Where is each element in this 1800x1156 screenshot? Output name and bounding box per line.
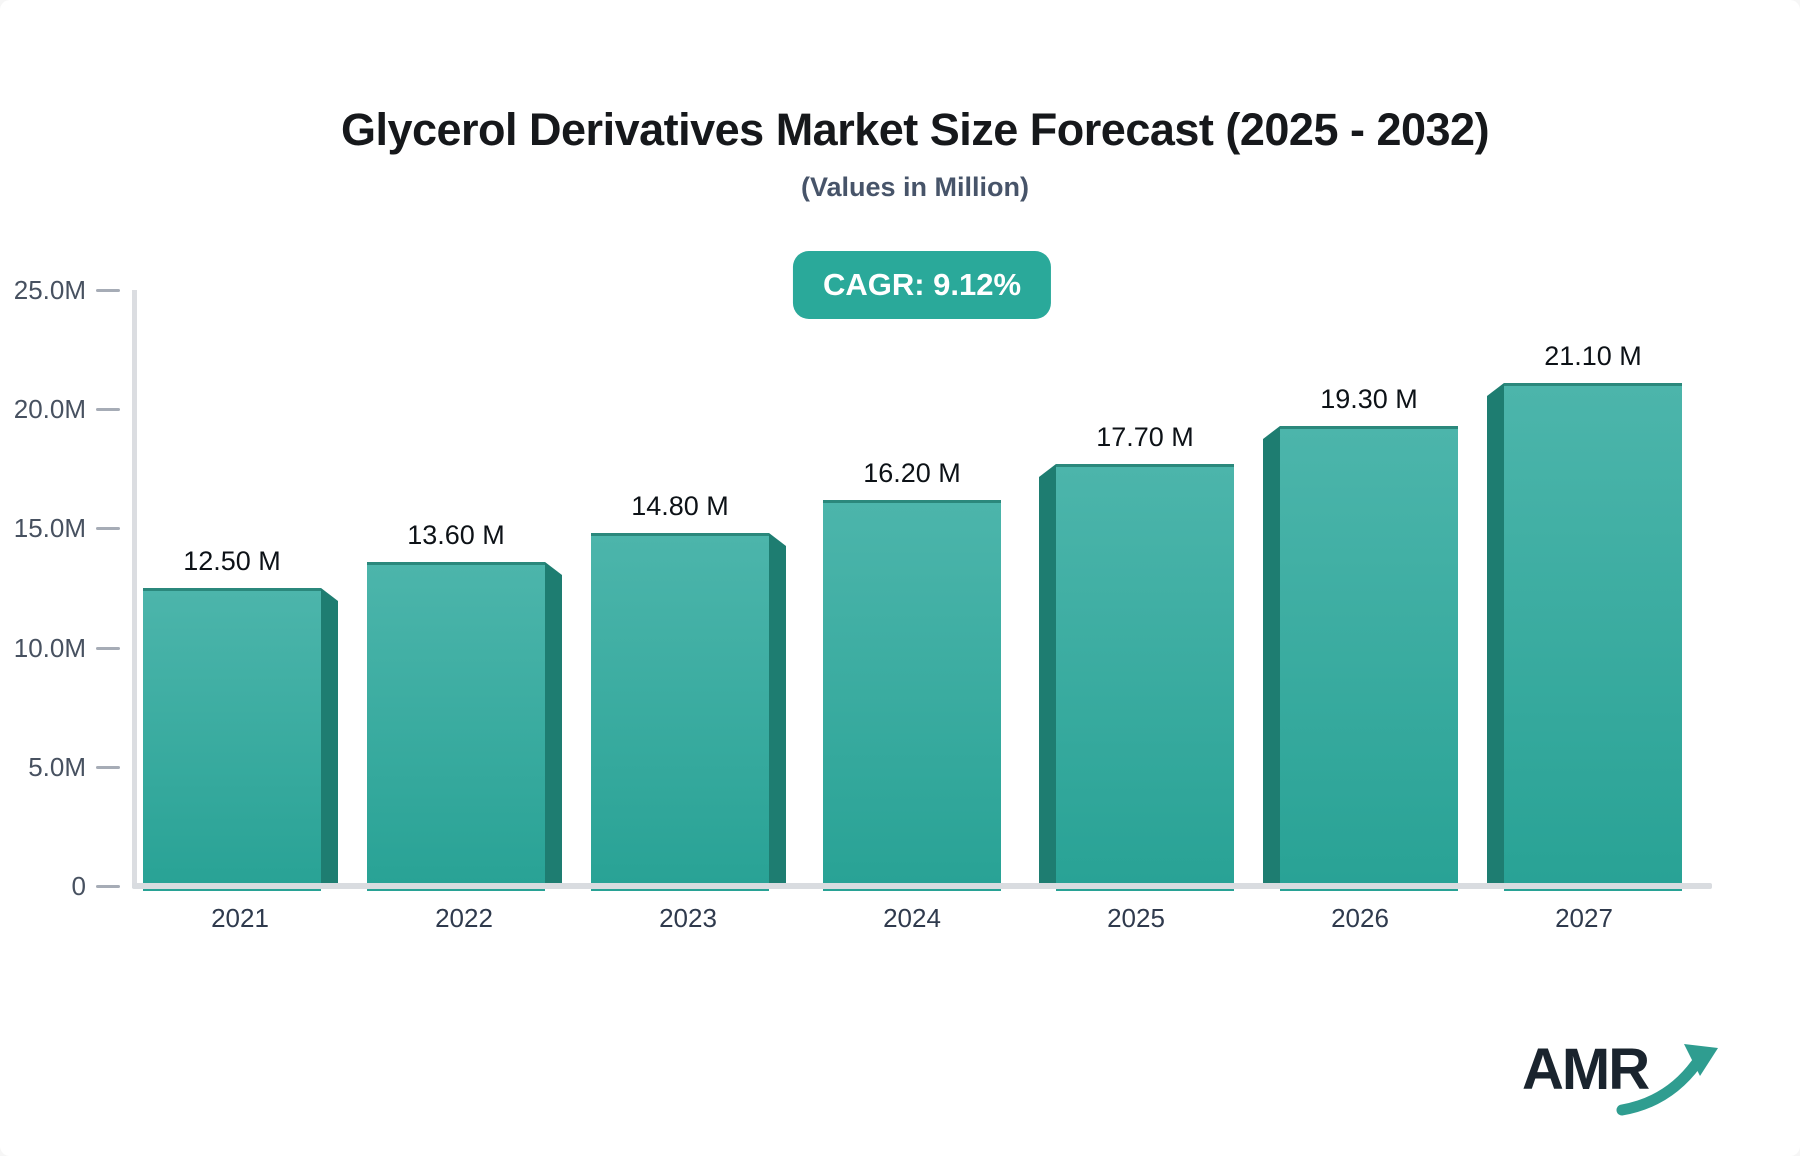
growth-arrow-icon <box>1616 1044 1718 1116</box>
y-tick-dash <box>96 289 120 292</box>
amr-logo-text: AMR <box>1522 1037 1650 1102</box>
bar-2025 <box>1056 464 1234 891</box>
bar-2023 <box>591 533 769 891</box>
x-axis-label: 2025 <box>1107 903 1165 933</box>
bar-2022 <box>367 562 545 891</box>
x-axis-label: 2024 <box>883 903 941 933</box>
bar-value-label: 16.20 M <box>863 458 961 488</box>
y-tick-dash <box>96 408 120 411</box>
bar-value-label: 12.50 M <box>183 546 281 576</box>
bar-2027 <box>1504 383 1682 891</box>
bar-side-2023 <box>769 533 786 888</box>
chart-subtitle: (Values in Million) <box>800 172 1030 202</box>
bar-value-label: 17.70 M <box>1096 422 1194 452</box>
y-tick-label: 20.0M <box>13 394 86 424</box>
y-tick-dash <box>96 885 120 888</box>
bar-side-2025 <box>1039 464 1056 888</box>
y-axis-line <box>132 290 137 888</box>
x-axis-label: 2027 <box>1555 903 1613 933</box>
bar-side-2026 <box>1263 426 1280 888</box>
x-axis-label: 2023 <box>659 903 717 933</box>
y-tick-label: 0 <box>71 871 86 901</box>
chart-title: Glycerol Derivatives Market Size Forecas… <box>340 104 1490 155</box>
x-axis-label: 2022 <box>435 903 493 933</box>
bar-side-2027 <box>1487 383 1504 888</box>
y-tick-dash <box>96 766 120 769</box>
bar-2024 <box>823 500 1001 891</box>
y-tick-dash <box>96 647 120 650</box>
x-baseline <box>132 883 1712 889</box>
x-axis-label: 2026 <box>1331 903 1389 933</box>
bar-value-label: 13.60 M <box>407 520 505 550</box>
bar-2026 <box>1280 426 1458 891</box>
y-tick-label: 15.0M <box>13 513 86 543</box>
bar-2021 <box>143 588 321 891</box>
y-tick-label: 25.0M <box>13 275 86 305</box>
bar-value-label: 19.30 M <box>1320 384 1418 414</box>
x-axis-label: 2021 <box>211 903 269 933</box>
bar-value-label: 14.80 M <box>631 491 729 521</box>
bar-side-2021 <box>321 588 338 888</box>
bar-value-label: 21.10 M <box>1544 341 1642 371</box>
y-tick-dash <box>96 527 120 530</box>
cagr-badge: CAGR: 9.12% <box>792 251 1052 319</box>
bar-side-2022 <box>545 562 562 888</box>
y-tick-label: 5.0M <box>28 752 86 782</box>
amr-logo: AMR <box>1522 1036 1732 1131</box>
y-tick-label: 10.0M <box>13 633 86 663</box>
